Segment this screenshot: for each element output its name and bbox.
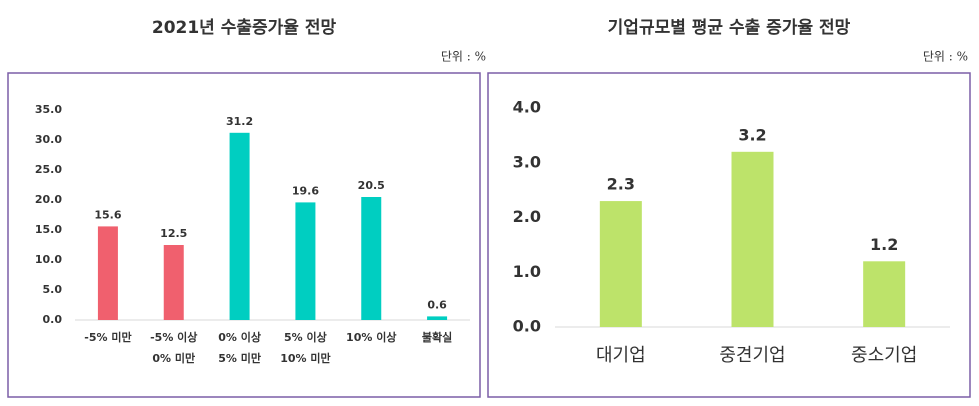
panel-frame <box>487 72 971 398</box>
x-tick-label: 대기업 <box>596 345 646 366</box>
bar <box>863 261 906 327</box>
y-tick-label: 3.0 <box>513 152 541 171</box>
value-label: 1.2 <box>870 235 898 254</box>
x-tick-label: 중견기업 <box>719 345 785 366</box>
value-label: 20.5 <box>358 179 385 192</box>
bar <box>97 226 118 320</box>
y-tick-label: 0.0 <box>43 313 63 326</box>
value-label: 2.3 <box>607 175 635 194</box>
bar <box>731 151 774 327</box>
value-label: 12.5 <box>160 227 187 240</box>
y-tick-label: 2.0 <box>513 207 541 226</box>
bar <box>361 197 382 320</box>
y-tick-label: 5.0 <box>43 283 63 296</box>
x-tick-label: 10% 이상 <box>346 330 396 344</box>
bar <box>295 202 316 320</box>
unit-label: 단위 : % <box>441 50 486 64</box>
y-tick-label: 25.0 <box>35 163 62 176</box>
x-tick-label: -5% 이상 <box>150 330 197 344</box>
x-tick-label: 10% 미만 <box>280 351 330 365</box>
value-label: 0.6 <box>427 298 447 311</box>
y-tick-label: 0.0 <box>513 317 541 336</box>
value-label: 15.6 <box>94 208 121 221</box>
y-tick-label: 35.0 <box>35 103 62 116</box>
x-tick-label: 불확실 <box>422 330 452 344</box>
x-tick-label: 5% 이상 <box>284 330 327 344</box>
x-tick-label: 5% 미만 <box>218 351 261 365</box>
y-tick-label: 20.0 <box>35 193 62 206</box>
chart-title: 기업규모별 평균 수출 증가율 전망 <box>608 18 851 38</box>
y-tick-label: 1.0 <box>513 262 541 281</box>
x-tick-label: -5% 미만 <box>84 330 131 344</box>
value-label: 31.2 <box>226 115 253 128</box>
x-tick-label: 0% 이상 <box>218 330 261 344</box>
value-label: 19.6 <box>292 184 319 197</box>
bar <box>229 132 250 320</box>
bar <box>599 201 642 327</box>
bar <box>427 316 448 320</box>
chart-title: 2021년 수출증가율 전망 <box>152 18 337 38</box>
panel-frame <box>7 72 481 398</box>
y-tick-label: 4.0 <box>513 98 541 117</box>
y-tick-label: 15.0 <box>35 223 62 236</box>
y-tick-label: 10.0 <box>35 253 62 266</box>
value-label: 3.2 <box>738 125 766 144</box>
unit-label: 단위 : % <box>923 50 968 64</box>
y-tick-label: 30.0 <box>35 133 62 146</box>
x-tick-label: 0% 미만 <box>152 351 195 365</box>
bar <box>163 245 184 320</box>
x-tick-label: 중소기업 <box>851 345 917 366</box>
